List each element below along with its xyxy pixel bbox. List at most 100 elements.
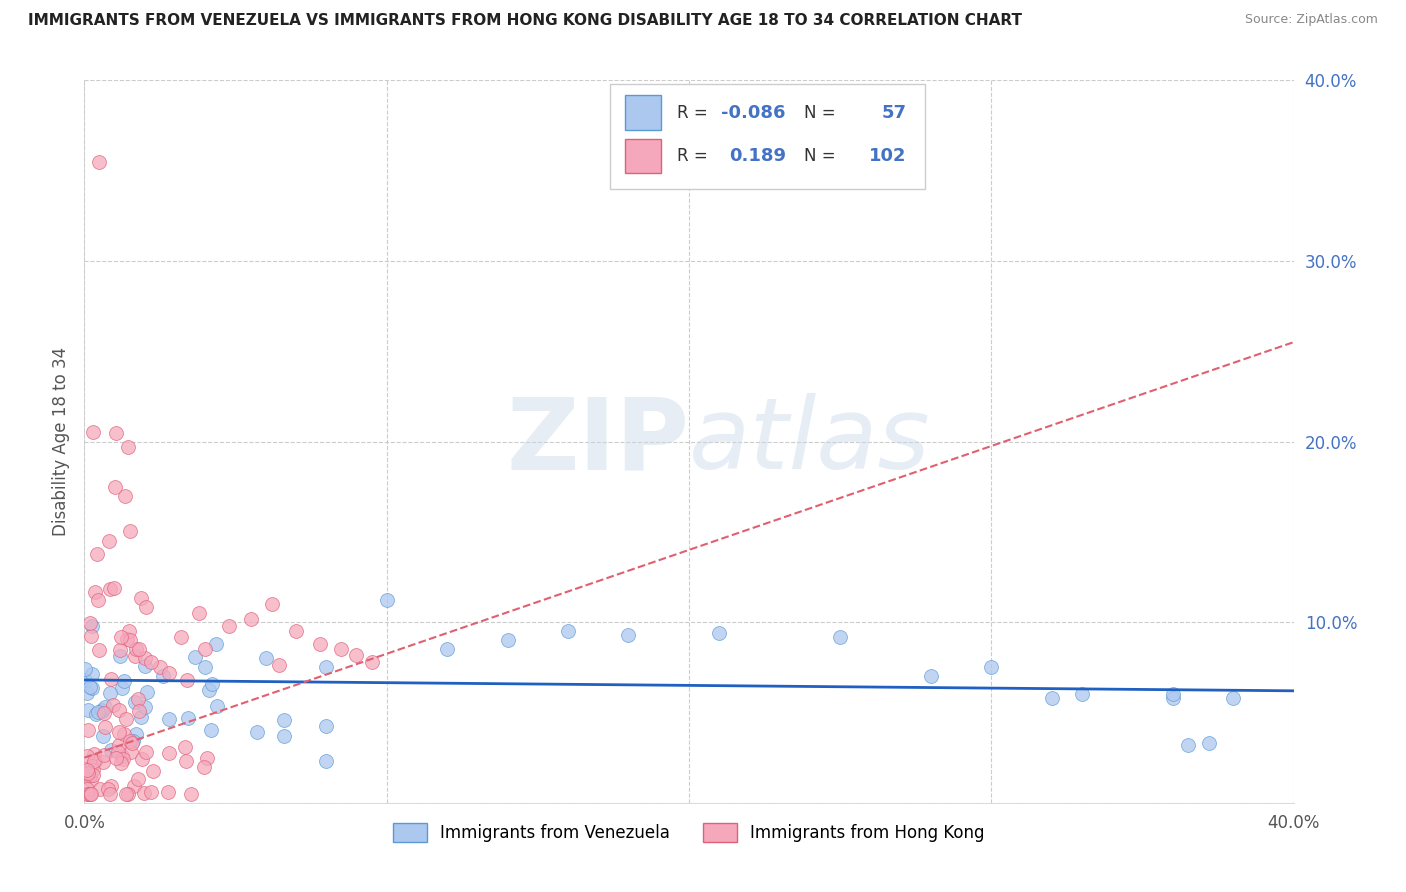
- Point: [93, 700, 115, 714]
- Point: [77, 787, 100, 801]
- Bar: [624, 139, 661, 173]
- Point: [980, 660, 1002, 674]
- Point: [195, 750, 218, 764]
- Point: [920, 669, 942, 683]
- Point: [91, 704, 114, 718]
- Point: [617, 628, 640, 642]
- Point: [128, 642, 150, 657]
- Point: [93, 706, 115, 720]
- Point: [76, 787, 98, 801]
- Point: [115, 787, 138, 801]
- Point: [100, 672, 122, 686]
- Point: [346, 648, 368, 662]
- Point: [101, 698, 124, 713]
- Point: [157, 712, 180, 726]
- Point: [273, 729, 295, 743]
- Point: [118, 524, 141, 538]
- Point: [89, 154, 111, 169]
- Point: [91, 729, 114, 743]
- Point: [1161, 687, 1184, 701]
- Point: [118, 624, 141, 639]
- Point: [201, 676, 224, 690]
- Legend: Immigrants from Venezuela, Immigrants from Hong Kong: Immigrants from Venezuela, Immigrants fr…: [387, 816, 991, 848]
- Point: [114, 674, 136, 689]
- Point: [91, 755, 114, 769]
- Point: [176, 673, 198, 687]
- Point: [176, 754, 198, 768]
- Point: [117, 787, 139, 801]
- Point: [76, 686, 98, 700]
- Point: [139, 785, 162, 799]
- Point: [80, 618, 103, 632]
- Point: [79, 680, 101, 694]
- Point: [309, 637, 332, 651]
- Point: [114, 489, 136, 503]
- Point: [188, 606, 211, 620]
- Point: [77, 703, 100, 717]
- Point: [496, 633, 519, 648]
- Point: [110, 756, 132, 771]
- Point: [1040, 691, 1063, 706]
- Point: [1071, 687, 1094, 701]
- Point: [103, 582, 125, 596]
- Point: [207, 699, 229, 714]
- Point: [180, 787, 202, 801]
- Point: [124, 648, 146, 663]
- Point: [260, 597, 283, 611]
- Point: [136, 684, 159, 698]
- Point: [110, 630, 132, 644]
- Point: [127, 691, 149, 706]
- Point: [129, 591, 152, 605]
- Point: [115, 632, 138, 646]
- Point: [125, 727, 148, 741]
- Point: [375, 593, 398, 607]
- Point: [105, 751, 128, 765]
- Point: [125, 642, 148, 657]
- Point: [100, 686, 122, 700]
- Point: [79, 787, 101, 801]
- Point: [111, 681, 134, 696]
- Point: [115, 712, 138, 726]
- Text: N =: N =: [804, 103, 835, 122]
- Point: [97, 533, 120, 548]
- Point: [152, 669, 174, 683]
- Point: [129, 710, 152, 724]
- Point: [82, 768, 104, 782]
- Text: atlas: atlas: [689, 393, 931, 490]
- Bar: [624, 95, 661, 130]
- Point: [104, 480, 127, 494]
- Text: 102: 102: [869, 147, 907, 165]
- Point: [118, 734, 141, 748]
- Text: R =: R =: [676, 147, 707, 165]
- Point: [134, 651, 156, 665]
- Point: [200, 723, 222, 737]
- Point: [128, 704, 150, 718]
- Point: [134, 659, 156, 673]
- Point: [100, 779, 122, 793]
- Bar: [610, 84, 925, 189]
- Point: [122, 779, 145, 793]
- Point: [170, 630, 193, 644]
- Point: [110, 643, 132, 657]
- Point: [83, 585, 105, 599]
- Text: N =: N =: [804, 147, 835, 165]
- Point: [84, 706, 107, 721]
- Point: [194, 660, 217, 674]
- Text: 0.189: 0.189: [728, 147, 786, 165]
- Point: [108, 648, 131, 663]
- Point: [117, 440, 139, 454]
- Point: [76, 749, 98, 764]
- Text: -0.086: -0.086: [721, 103, 786, 122]
- Point: [709, 626, 731, 640]
- Point: [120, 745, 142, 759]
- Point: [1222, 691, 1244, 706]
- Point: [246, 724, 269, 739]
- Point: [557, 624, 579, 639]
- Point: [118, 633, 141, 648]
- Point: [436, 642, 458, 657]
- Point: [157, 665, 180, 680]
- Point: [79, 615, 101, 630]
- Point: [87, 705, 110, 719]
- Point: [135, 599, 157, 614]
- Point: [83, 747, 105, 762]
